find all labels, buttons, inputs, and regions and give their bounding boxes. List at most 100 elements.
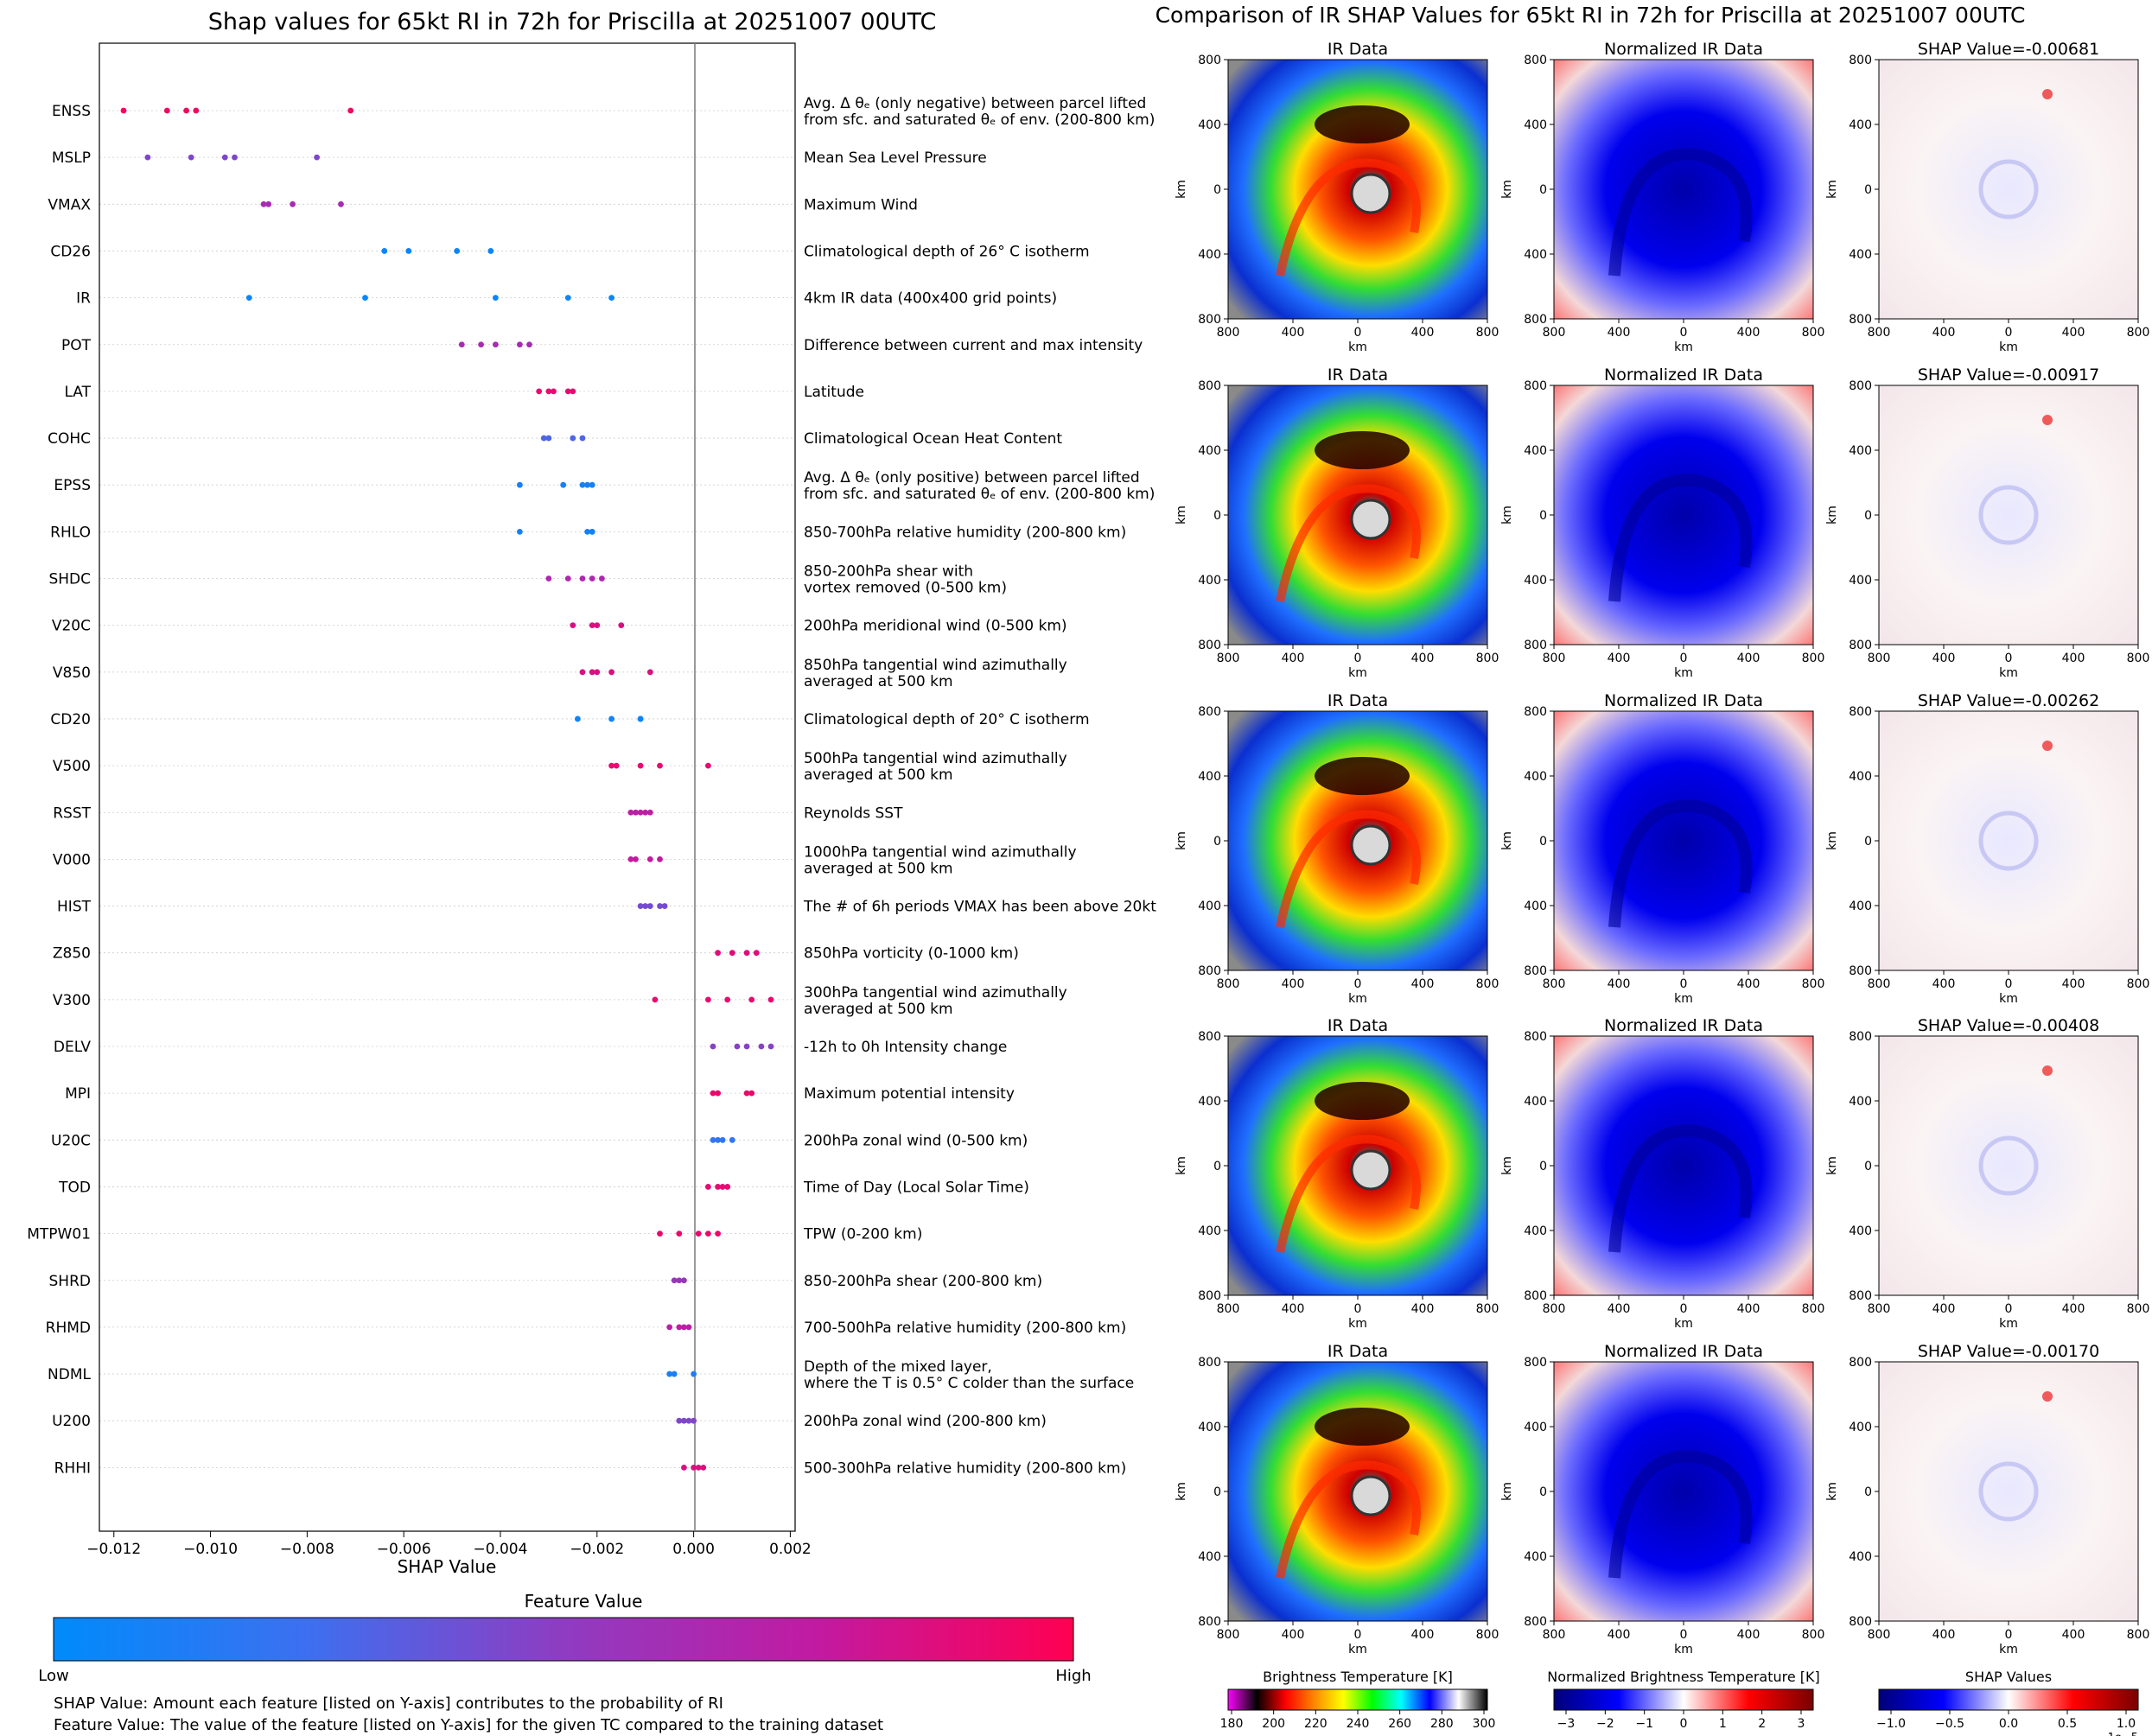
shap-dot-ir xyxy=(245,295,252,301)
cloud-top-feature xyxy=(1315,431,1410,469)
feature-name-v20c: V20C xyxy=(52,618,91,635)
x-tick-label: 800 xyxy=(1868,326,1891,340)
feature-name-enss: ENSS xyxy=(52,103,91,120)
y-tick-label: 800 xyxy=(1849,639,1872,652)
shap-dot-cd20 xyxy=(608,715,614,722)
feature-desc-ndml: where the T is 0.5° C colder than the su… xyxy=(804,1375,1134,1392)
shap-dot-hist xyxy=(637,903,644,909)
x-tick-label: 400 xyxy=(2062,652,2085,665)
subplot-title: IR Data xyxy=(1327,366,1388,385)
x-tick-label: 0.002 xyxy=(769,1541,812,1558)
feature-name-hist: HIST xyxy=(57,899,92,916)
x-tick-label: 800 xyxy=(1802,977,1825,991)
x-tick-label: 0 xyxy=(1354,1302,1362,1316)
y-tick-label: 400 xyxy=(1198,1224,1221,1238)
x-axis-label: km xyxy=(1674,1643,1693,1657)
y-tick-label: 400 xyxy=(1524,248,1547,262)
shap-dot-v000 xyxy=(633,856,639,862)
x-tick-label: 800 xyxy=(1543,1628,1566,1642)
colorbar-high-label: High xyxy=(1055,1667,1091,1685)
y-tick-label: 400 xyxy=(1849,118,1872,132)
shap-dot-v20c xyxy=(594,622,601,629)
y-tick-label: 800 xyxy=(1524,1030,1547,1044)
y-axis-label: km xyxy=(1825,180,1839,199)
shap-dot-v500 xyxy=(657,762,663,769)
spiral-band xyxy=(1276,810,1421,929)
x-tick-label: 800 xyxy=(1476,1628,1499,1642)
x-tick-label: 0.000 xyxy=(672,1541,715,1558)
shap-dot-shdc xyxy=(579,575,586,582)
feature-desc-mslp: Mean Sea Level Pressure xyxy=(804,149,987,167)
shap-dot-shdc xyxy=(589,575,595,582)
colorbar-tick-label: 0.0 xyxy=(1999,1717,2018,1731)
spiral-band xyxy=(1608,474,1753,602)
x-tick-label: 400 xyxy=(1932,1302,1956,1316)
shap-dot-mtpw01 xyxy=(695,1230,702,1237)
subplot-title: IR Data xyxy=(1327,1342,1388,1361)
y-axis-label: km xyxy=(1175,180,1188,199)
feature-desc-v850: 850hPa tangential wind azimuthally xyxy=(804,657,1067,674)
shap-dot-rsst xyxy=(627,809,634,816)
y-tick-label: 400 xyxy=(1849,444,1872,458)
colorbar-tick-label: 280 xyxy=(1430,1717,1454,1731)
y-tick-label: 800 xyxy=(1198,639,1221,652)
shap-dot-ir xyxy=(362,295,368,301)
shap-dot-pot xyxy=(458,341,465,348)
feature-desc-enss: from sfc. and saturated θₑ of env. (200-… xyxy=(804,111,1155,129)
colorbar-tick-label: −1 xyxy=(1635,1717,1653,1731)
shap-dot-epss xyxy=(584,481,590,488)
shap-dot-cd26 xyxy=(405,248,412,254)
x-tick-label: 400 xyxy=(2062,1628,2085,1642)
y-tick-label: 800 xyxy=(1849,964,1872,978)
y-tick-label: 0 xyxy=(1864,183,1872,197)
feature-name-v500: V500 xyxy=(53,758,91,775)
x-tick-label: −0.006 xyxy=(377,1541,431,1558)
colorbar-low-label: Low xyxy=(38,1667,68,1685)
feature-desc-rhlo: 850-700hPa relative humidity (200-800 km… xyxy=(804,524,1126,541)
subplot-title: Normalized IR Data xyxy=(1604,1342,1763,1361)
y-tick-label: 800 xyxy=(1849,705,1872,719)
x-tick-label: 400 xyxy=(1282,326,1305,340)
y-tick-label: 400 xyxy=(1524,444,1547,458)
ir-subplot: Normalized IR Data8008004004000040040080… xyxy=(1500,40,1824,354)
x-tick-label: 0 xyxy=(1680,1302,1688,1316)
y-tick-label: 800 xyxy=(1524,379,1547,393)
feature-desc-rhmd: 700-500hPa relative humidity (200-800 km… xyxy=(804,1319,1126,1337)
x-tick-label: 400 xyxy=(1282,652,1305,665)
x-tick-label: −0.008 xyxy=(280,1541,334,1558)
shap-dot-u20c xyxy=(719,1136,726,1143)
feature-name-rhhi: RHHI xyxy=(54,1459,91,1477)
x-axis-ticks: −0.012 −0.010 −0.008 −0.006 −0.004 −0.002 0.00… xyxy=(86,1531,812,1558)
summary-title: Shap values for 65kt RI in 72h for Prisc… xyxy=(208,9,937,35)
feature-name-epss: EPSS xyxy=(54,477,91,494)
feature-desc-cd26: Climatological depth of 26° C isotherm xyxy=(804,243,1090,260)
storm-eye xyxy=(1350,1149,1391,1191)
x-tick-label: 800 xyxy=(1802,326,1825,340)
x-axis-label: km xyxy=(1348,340,1367,354)
shap-dot-cohc xyxy=(545,435,552,442)
shap-dot-tod xyxy=(705,1184,711,1190)
x-tick-label: 400 xyxy=(1411,326,1435,340)
shap-dot-epss xyxy=(589,481,595,488)
y-axis-label: km xyxy=(1500,1156,1514,1175)
y-tick-label: 0 xyxy=(1539,1485,1547,1499)
shap-map-image xyxy=(1879,385,2138,645)
y-tick-label: 400 xyxy=(1524,1224,1547,1238)
shap-dot-mslp xyxy=(221,154,228,161)
feature-name-v000: V000 xyxy=(53,851,91,868)
y-tick-label: 800 xyxy=(1198,1615,1221,1629)
x-tick-label: 400 xyxy=(1737,1302,1760,1316)
x-tick-label: −0.002 xyxy=(570,1541,624,1558)
ir-subplot: SHAP Value=-0.00262800800400400004004008… xyxy=(1825,691,2149,1006)
shap-dot-u20c xyxy=(715,1136,721,1143)
ir-subplot: Normalized IR Data8008004004000040040080… xyxy=(1500,1016,1824,1331)
shap-dot-tod xyxy=(719,1184,726,1190)
shap-dot-pot xyxy=(526,341,532,348)
shap-dot-v500 xyxy=(705,762,711,769)
feature-value-colorbar xyxy=(53,1617,1074,1662)
y-tick-label: 400 xyxy=(1849,900,1872,913)
shap-dot-v500 xyxy=(613,762,620,769)
shap-dot-cohc xyxy=(579,435,586,442)
